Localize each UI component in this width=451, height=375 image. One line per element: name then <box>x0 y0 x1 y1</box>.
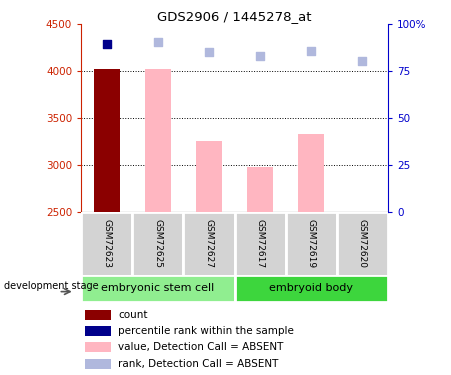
Bar <box>81 212 132 276</box>
Text: count: count <box>118 310 147 320</box>
Point <box>205 49 212 55</box>
Title: GDS2906 / 1445278_at: GDS2906 / 1445278_at <box>157 10 312 23</box>
Text: development stage: development stage <box>4 280 99 291</box>
Bar <box>337 212 388 276</box>
Bar <box>285 212 337 276</box>
Bar <box>184 212 235 276</box>
Bar <box>247 167 273 212</box>
Text: GSM72617: GSM72617 <box>256 219 265 268</box>
Text: embryonic stem cell: embryonic stem cell <box>101 284 215 293</box>
Text: embryoid body: embryoid body <box>269 284 353 293</box>
Bar <box>94 69 120 212</box>
Bar <box>145 69 170 212</box>
Point <box>154 39 161 45</box>
Bar <box>81 275 235 302</box>
Bar <box>235 212 285 276</box>
Text: GSM72620: GSM72620 <box>358 219 367 268</box>
Text: GSM72627: GSM72627 <box>204 219 213 268</box>
Text: percentile rank within the sample: percentile rank within the sample <box>118 326 294 336</box>
Bar <box>132 212 184 276</box>
Point <box>308 48 315 54</box>
Bar <box>196 141 222 212</box>
Point <box>359 58 366 64</box>
Bar <box>85 342 111 352</box>
Text: value, Detection Call = ABSENT: value, Detection Call = ABSENT <box>118 342 284 352</box>
Bar <box>85 310 111 320</box>
Bar <box>85 359 111 369</box>
Bar <box>235 275 388 302</box>
Text: GSM72623: GSM72623 <box>102 219 111 268</box>
Point <box>103 41 110 47</box>
Point <box>257 53 264 59</box>
Text: GSM72625: GSM72625 <box>153 219 162 268</box>
Text: rank, Detection Call = ABSENT: rank, Detection Call = ABSENT <box>118 359 279 369</box>
Bar <box>85 326 111 336</box>
Bar <box>299 134 324 212</box>
Text: GSM72619: GSM72619 <box>307 219 316 268</box>
